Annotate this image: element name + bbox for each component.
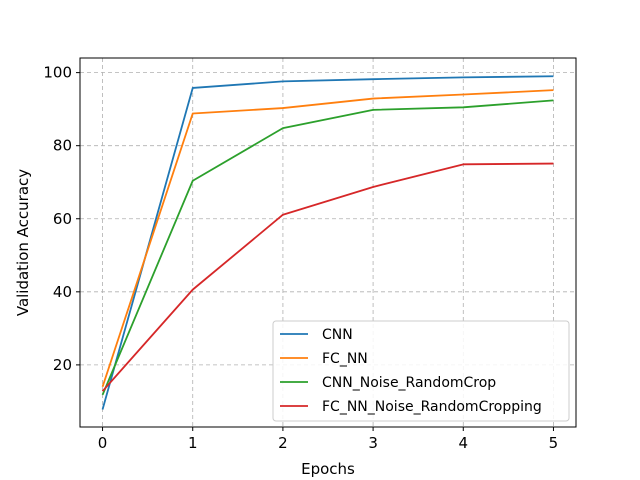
x-tick-label: 1: [188, 434, 198, 452]
legend-label-3: FC_NN_Noise_RandomCropping: [322, 399, 542, 415]
y-tick-label: 60: [53, 210, 72, 228]
series-line-0: [101, 75, 554, 410]
plot-area: [79, 57, 577, 428]
y-tick-label: 20: [53, 356, 72, 374]
x-tick-label: 5: [549, 434, 559, 452]
legend-label-2: CNN_Noise_RandomCrop: [322, 375, 496, 391]
x-axis-label: Epochs: [301, 460, 355, 478]
series-line-2: [101, 99, 554, 396]
x-tick-label: 4: [458, 434, 468, 452]
legend-label-1: FC_NN: [322, 351, 368, 367]
x-axis: 0 1 2 3 4 5: [98, 427, 558, 452]
legend: CNN FC_NN CNN_Noise_RandomCrop FC_NN_Noise_…: [272, 320, 570, 422]
x-tick-label: 2: [278, 434, 288, 452]
y-axis: 20 40 60 80 100: [43, 64, 80, 374]
y-tick-label: 100: [43, 64, 72, 82]
legend-label-0: CNN: [322, 327, 353, 343]
series-line-1: [101, 89, 554, 388]
y-tick-label: 80: [53, 137, 72, 155]
x-tick-label: 3: [368, 434, 378, 452]
series-group: [101, 75, 554, 410]
series-line-3: [101, 162, 554, 392]
legend-box: [272, 320, 570, 422]
x-tick-label: 0: [98, 434, 108, 452]
y-axis-label: Validation Accuracy: [14, 169, 32, 316]
y-tick-label: 40: [53, 283, 72, 301]
